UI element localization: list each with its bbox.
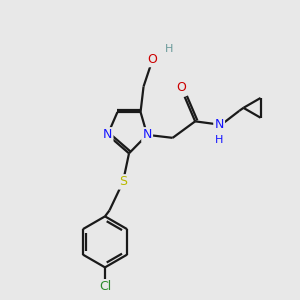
- Text: O: O: [177, 81, 187, 94]
- Text: N: N: [142, 128, 152, 141]
- Text: H: H: [215, 135, 223, 145]
- Text: N: N: [103, 128, 112, 141]
- Text: O: O: [148, 53, 158, 66]
- Text: H: H: [165, 44, 173, 54]
- Text: Cl: Cl: [99, 280, 111, 293]
- Text: S: S: [119, 176, 127, 188]
- Text: N: N: [214, 118, 224, 131]
